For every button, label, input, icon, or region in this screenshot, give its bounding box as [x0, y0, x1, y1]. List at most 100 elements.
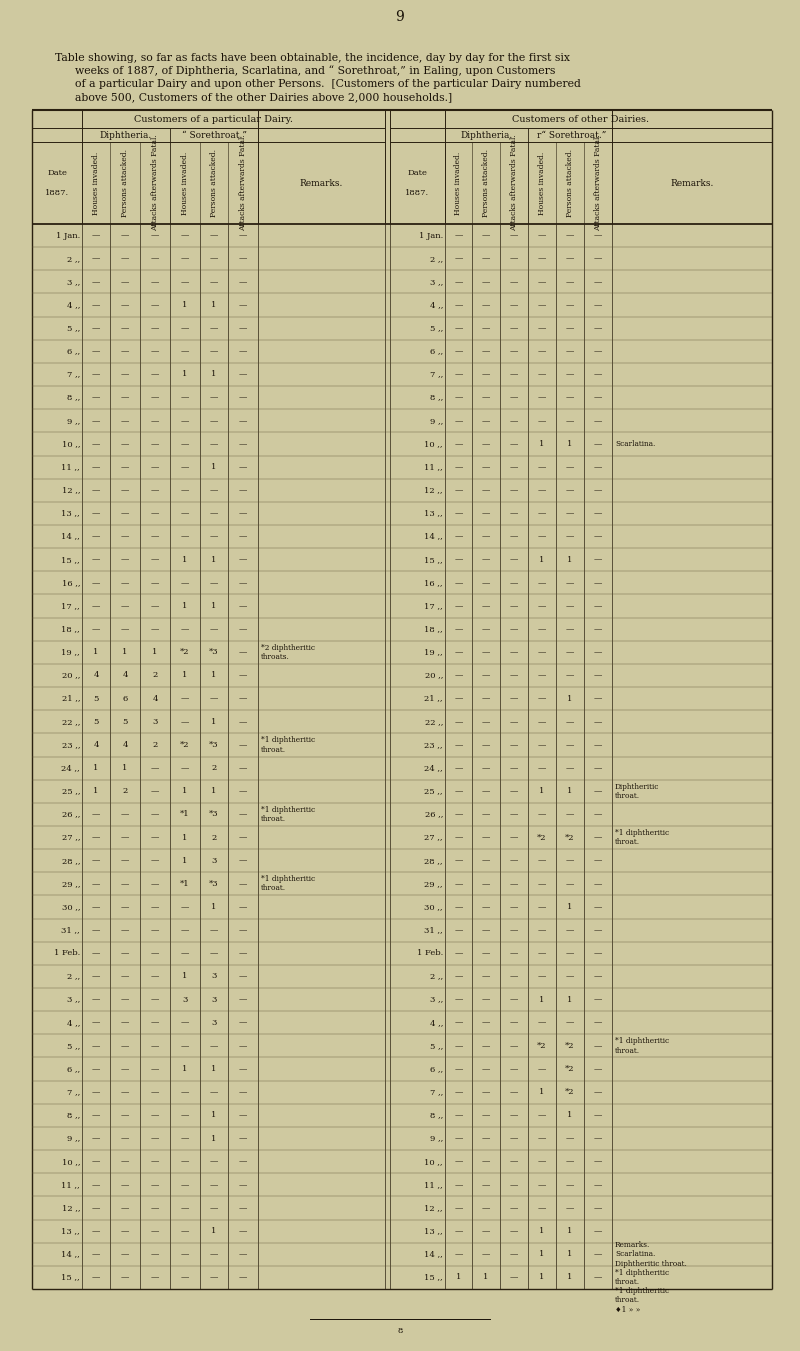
Text: —: — [510, 834, 518, 842]
Text: —: — [121, 578, 129, 586]
Text: —: — [566, 509, 574, 517]
Text: —: — [454, 1112, 462, 1120]
Text: 7 ,,: 7 ,, [430, 370, 443, 378]
Text: 9 ,,: 9 ,, [430, 1135, 443, 1143]
Text: 1: 1 [182, 857, 188, 865]
Text: —: — [121, 440, 129, 449]
Text: —: — [210, 509, 218, 517]
Text: —: — [482, 603, 490, 611]
Text: —: — [566, 950, 574, 958]
Text: —: — [121, 1227, 129, 1235]
Text: of a particular Dairy and upon other Persons.  [Customers of the particular Dair: of a particular Dairy and upon other Per… [75, 78, 581, 89]
Text: —: — [482, 996, 490, 1004]
Text: —: — [210, 417, 218, 424]
Text: 3: 3 [211, 973, 217, 981]
Text: —: — [538, 857, 546, 865]
Text: —: — [482, 1204, 490, 1212]
Text: Remarks.
Scarlatina.
Diphtheritic throat.
*1 diphtheritic
throat.
*1 diphtheriti: Remarks. Scarlatina. Diphtheritic throat… [615, 1242, 687, 1313]
Text: —: — [594, 1065, 602, 1073]
Text: 30 ,,: 30 ,, [62, 902, 80, 911]
Text: —: — [151, 509, 159, 517]
Text: —: — [92, 1088, 100, 1096]
Text: —: — [92, 417, 100, 424]
Text: 1: 1 [539, 440, 545, 449]
Text: —: — [566, 463, 574, 471]
Text: —: — [594, 1112, 602, 1120]
Text: 3 ,,: 3 ,, [66, 996, 80, 1004]
Text: —: — [181, 1204, 189, 1212]
Text: —: — [181, 1042, 189, 1050]
Text: —: — [482, 463, 490, 471]
Text: —: — [454, 902, 462, 911]
Text: —: — [510, 417, 518, 424]
Text: 20 ,,: 20 ,, [62, 671, 80, 680]
Text: 15 ,,: 15 ,, [424, 555, 443, 563]
Text: —: — [92, 463, 100, 471]
Text: —: — [181, 532, 189, 540]
Text: 1: 1 [152, 648, 158, 657]
Text: —: — [594, 1135, 602, 1143]
Text: —: — [566, 370, 574, 378]
Text: —: — [594, 301, 602, 309]
Text: —: — [566, 255, 574, 262]
Text: —: — [538, 1181, 546, 1189]
Text: 1: 1 [567, 440, 573, 449]
Text: 17 ,,: 17 ,, [424, 603, 443, 611]
Text: —: — [181, 1250, 189, 1258]
Text: 9 ,,: 9 ,, [430, 417, 443, 424]
Text: —: — [239, 555, 247, 563]
Text: —: — [181, 717, 189, 725]
Text: —: — [454, 301, 462, 309]
Text: Persons attacked.: Persons attacked. [210, 149, 218, 218]
Text: —: — [454, 1250, 462, 1258]
Text: —: — [181, 486, 189, 494]
Text: —: — [151, 927, 159, 934]
Text: —: — [239, 1135, 247, 1143]
Text: 4 ,,: 4 ,, [430, 1019, 443, 1027]
Text: —: — [510, 857, 518, 865]
Text: —: — [510, 440, 518, 449]
Text: Houses invaded.: Houses invaded. [454, 151, 462, 215]
Text: —: — [92, 278, 100, 286]
Text: —: — [594, 717, 602, 725]
Text: —: — [566, 1135, 574, 1143]
Text: —: — [92, 880, 100, 888]
Text: —: — [566, 671, 574, 680]
Text: —: — [121, 927, 129, 934]
Text: —: — [566, 417, 574, 424]
Text: —: — [538, 740, 546, 748]
Text: —: — [538, 1065, 546, 1073]
Text: —: — [239, 370, 247, 378]
Text: 4 ,,: 4 ,, [66, 301, 80, 309]
Text: —: — [239, 255, 247, 262]
Text: 1: 1 [182, 603, 188, 611]
Text: 20 ,,: 20 ,, [425, 671, 443, 680]
Text: —: — [92, 1227, 100, 1235]
Text: 2: 2 [122, 788, 128, 796]
Text: —: — [92, 578, 100, 586]
Text: —: — [482, 694, 490, 703]
Text: —: — [121, 834, 129, 842]
Text: —: — [538, 347, 546, 355]
Text: —: — [210, 626, 218, 634]
Text: —: — [151, 1204, 159, 1212]
Text: —: — [594, 648, 602, 657]
Text: —: — [210, 231, 218, 239]
Text: 2 ,,: 2 ,, [67, 973, 80, 981]
Text: Persons attacked.: Persons attacked. [566, 149, 574, 218]
Text: —: — [239, 1274, 247, 1282]
Text: —: — [594, 950, 602, 958]
Text: 7 ,,: 7 ,, [66, 370, 80, 378]
Text: —: — [566, 1181, 574, 1189]
Text: —: — [92, 1019, 100, 1027]
Text: 1: 1 [122, 765, 128, 771]
Text: —: — [151, 324, 159, 332]
Text: —: — [121, 1112, 129, 1120]
Text: —: — [181, 324, 189, 332]
Text: —: — [121, 278, 129, 286]
Text: —: — [454, 1227, 462, 1235]
Text: 1: 1 [567, 788, 573, 796]
Text: 1: 1 [539, 555, 545, 563]
Text: *2 diphtheritic
throats.: *2 diphtheritic throats. [261, 643, 315, 661]
Text: —: — [210, 578, 218, 586]
